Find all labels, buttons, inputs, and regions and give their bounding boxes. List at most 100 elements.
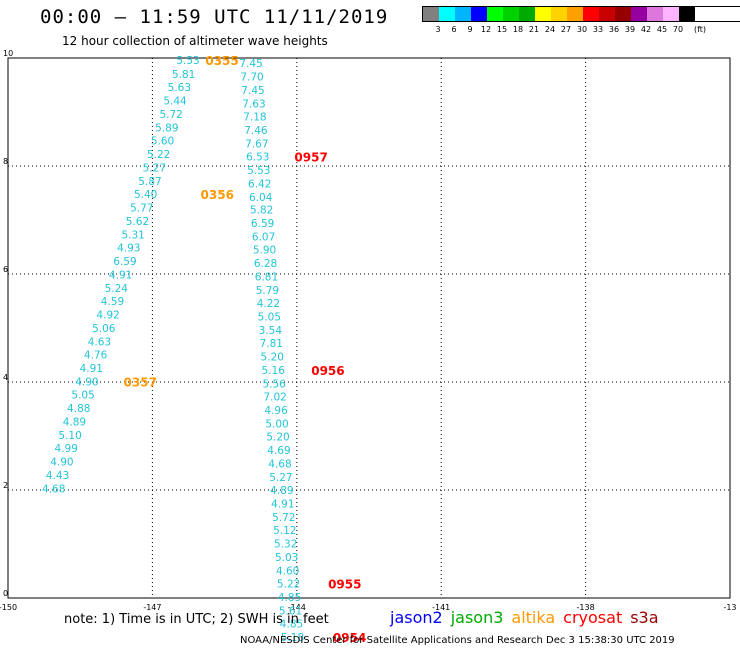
legend-tick-label: 9 xyxy=(467,25,473,34)
wave-height-label: 6.59 xyxy=(113,256,136,268)
wave-height-label: 4.60 xyxy=(276,565,299,577)
legend-tick-label: 15 xyxy=(496,25,508,34)
legend-swatch xyxy=(487,7,503,21)
page-subtitle: 12 hour collection of altimeter wave hei… xyxy=(62,34,328,48)
wave-height-label: 4.22 xyxy=(257,298,280,310)
wave-height-label: 4.93 xyxy=(117,243,140,255)
legend-tick-label: 45 xyxy=(656,25,668,34)
wave-height-label: 6.53 xyxy=(246,151,269,163)
wave-height-label: 5.00 xyxy=(265,419,288,431)
wave-height-label: 5.31 xyxy=(121,230,144,242)
satellite-name-cryosat: cryosat xyxy=(563,608,623,627)
wave-height-label: 4.90 xyxy=(75,376,98,388)
wave-height-label: 7.18 xyxy=(243,111,266,123)
wave-height-label: 4.99 xyxy=(55,443,78,455)
satellite-name-jason2: jason2 xyxy=(390,608,443,627)
footer-credit: NOAA/NESDIS Center for Satellite Applica… xyxy=(240,635,675,646)
x-tick-label: -147 xyxy=(143,603,161,612)
wave-height-label: 7.46 xyxy=(244,125,268,137)
legend-tick-label: 33 xyxy=(592,25,604,34)
legend-tick-label: 42 xyxy=(640,25,652,34)
wave-height-label: 5.62 xyxy=(126,216,149,228)
wave-height-label: 5.79 xyxy=(256,285,279,297)
wave-height-label: 4.91 xyxy=(80,363,103,375)
pass-time-label: 0957 xyxy=(294,150,327,164)
legend-tick-label: 12 xyxy=(480,25,492,34)
x-tick-label: -141 xyxy=(432,603,450,612)
wave-height-label: 4.92 xyxy=(96,310,119,322)
legend-swatch xyxy=(631,7,647,21)
satellite-legend: jason2 jason3 altika cryosat s3a xyxy=(390,608,667,627)
legend-tick-label: 30 xyxy=(576,25,588,34)
wave-height-label: 5.16 xyxy=(262,365,286,377)
legend-tick-label: 6 xyxy=(451,25,457,34)
legend-swatch xyxy=(471,7,487,21)
satellite-name-jason3: jason3 xyxy=(450,608,504,627)
legend-tick-label: 27 xyxy=(560,25,572,34)
y-tick-label: 10 xyxy=(3,49,13,58)
wave-height-label: 5.63 xyxy=(168,82,191,94)
wave-height-label: 5.82 xyxy=(250,205,273,217)
wave-height-label: 5.44 xyxy=(163,96,187,108)
legend-tick-label: 36 xyxy=(608,25,620,34)
satellite-name-altika: altika xyxy=(511,608,556,627)
wave-height-label: 6.59 xyxy=(251,218,274,230)
wave-height-label: 4.89 xyxy=(63,416,86,428)
x-tick-label: -138 xyxy=(577,603,595,612)
wave-height-label: 4.88 xyxy=(67,403,90,415)
wave-height-label: 7.81 xyxy=(260,338,283,350)
wave-height-label: 7.63 xyxy=(242,98,265,110)
legend-swatch xyxy=(647,7,663,21)
wave-height-label: 3.54 xyxy=(259,325,283,337)
wave-height-label: 5.61 xyxy=(279,605,302,617)
wave-height-label: 6.28 xyxy=(254,258,277,270)
wave-height-label: 5.06 xyxy=(92,323,116,335)
wave-height-label: 7.70 xyxy=(240,71,263,83)
footer-note: note: 1) Time is in UTC; 2) SWH is in fe… xyxy=(64,612,329,627)
wave-height-label: 5.32 xyxy=(274,538,297,550)
y-tick-label: 0 xyxy=(3,589,8,598)
legend-swatch xyxy=(439,7,455,21)
x-tick-label: -150 xyxy=(0,603,17,612)
wave-height-label: 7.45 xyxy=(241,85,264,97)
wave-height-label: 7.45 xyxy=(239,58,262,70)
legend-swatch xyxy=(423,7,439,21)
legend-swatch xyxy=(615,7,631,21)
wave-height-label: 6.07 xyxy=(252,232,275,244)
x-tick-label: -13 xyxy=(723,603,736,612)
wave-height-label: 4.43 xyxy=(46,470,69,482)
wave-height-label: 5.22 xyxy=(277,578,300,590)
legend-swatch xyxy=(599,7,615,21)
wave-height-label: 5.10 xyxy=(58,430,81,442)
legend-ticks: 3 6 9 12 15 18 21 24 27 30 33 36 39 42 45 70 (ft) xyxy=(422,22,740,36)
legend-tick-label: 24 xyxy=(544,25,556,34)
wave-height-label: 5.60 xyxy=(151,136,174,148)
pass-time-label: 0954 xyxy=(333,631,366,645)
wave-height-label: 4.89 xyxy=(270,485,293,497)
wave-height-label: 5.89 xyxy=(155,123,178,135)
wave-height-label: 4.91 xyxy=(109,270,132,282)
legend-swatch xyxy=(679,7,695,21)
wave-height-label: 4.91 xyxy=(271,499,294,511)
wave-height-label: 7.67 xyxy=(245,138,268,150)
wave-height-label: 5.24 xyxy=(105,283,129,295)
wave-height-label: 5.87 xyxy=(138,176,161,188)
legend-tick-label: 3 xyxy=(435,25,441,34)
wave-height-label: 7.02 xyxy=(263,392,286,404)
legend-tick-label: 18 xyxy=(512,25,524,34)
wave-height-label: 5.40 xyxy=(134,189,157,201)
wave-height-label: 5.53 xyxy=(247,165,270,177)
y-tick-label: 2 xyxy=(3,481,8,490)
wave-height-label: 5.05 xyxy=(258,312,281,324)
legend-unit: (ft) xyxy=(693,25,707,34)
wave-height-label: 5.05 xyxy=(71,389,94,401)
pass-time-label: 0955 xyxy=(328,577,361,591)
wave-height-label: 5.72 xyxy=(159,109,182,121)
wave-height-label: 5.27 xyxy=(143,163,166,175)
wave-height-label: 5.03 xyxy=(275,552,298,564)
wave-height-label: 4.96 xyxy=(264,405,288,417)
wave-height-label: 6.04 xyxy=(249,192,273,204)
legend-swatch xyxy=(663,7,679,21)
wave-height-label: 5.12 xyxy=(273,525,296,537)
